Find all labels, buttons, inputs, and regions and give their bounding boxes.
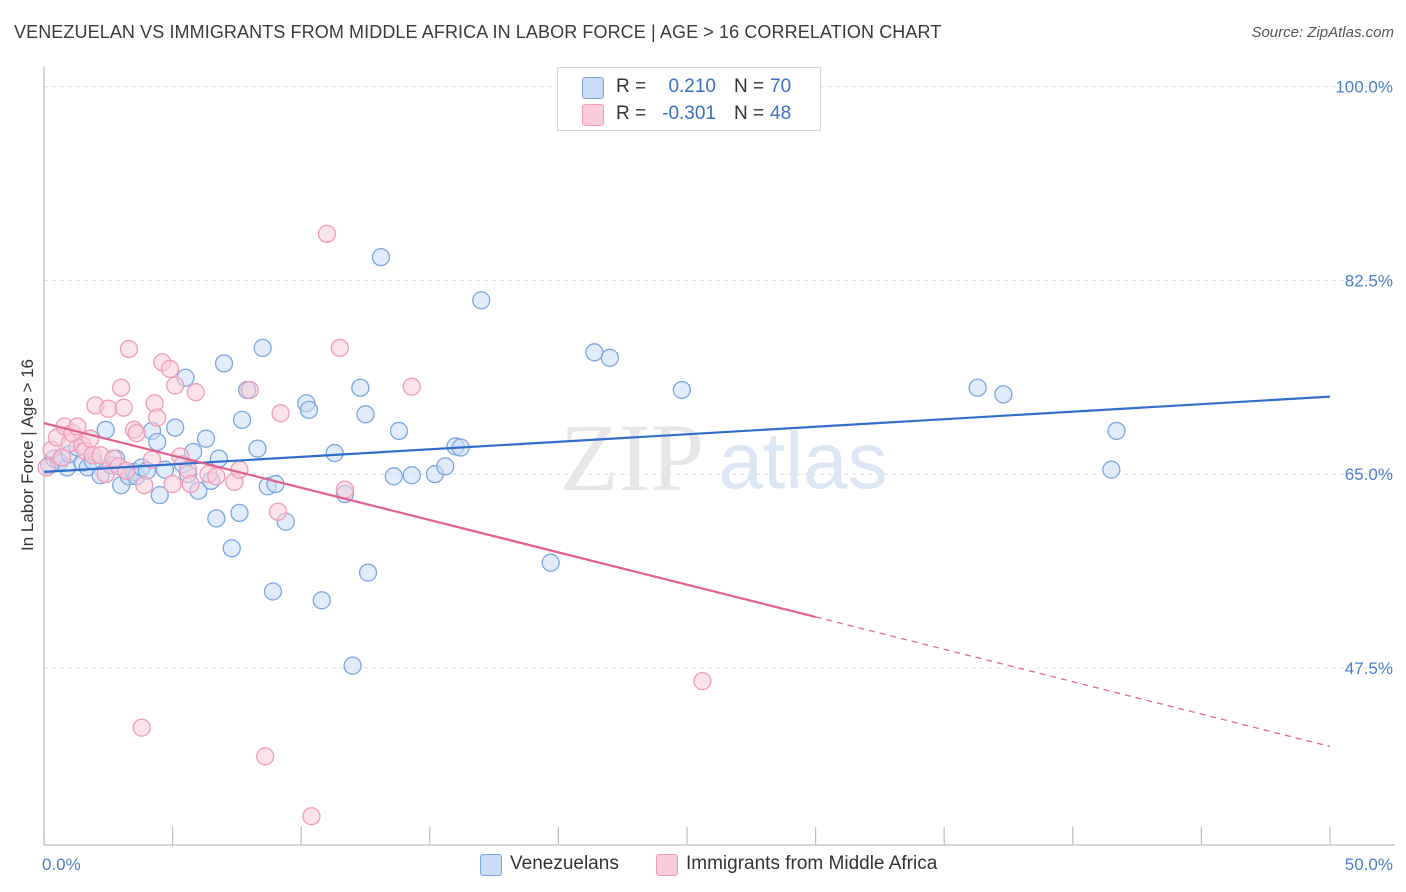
venezuelan-point: [343, 656, 362, 675]
venezuelan-point: [299, 400, 319, 420]
venezuelan-point: [672, 380, 692, 400]
middle-africa-point: [112, 378, 131, 397]
venezuelan-point: [96, 420, 115, 439]
legend-label: Immigrants from Middle Africa: [686, 853, 938, 874]
venezuelan-point: [150, 485, 169, 505]
middle-africa-point: [132, 718, 151, 737]
middle-africa-point: [302, 807, 321, 826]
venezuelan-point: [222, 539, 241, 558]
r-label: R =: [616, 76, 647, 97]
middle-africa-point: [240, 380, 259, 400]
middle-africa-point: [317, 224, 337, 244]
venezuelan-point: [230, 503, 249, 523]
venezuelan-point: [389, 421, 409, 441]
middle-africa-point: [186, 383, 205, 402]
venezuelan-point: [253, 338, 272, 358]
n-label: N =: [734, 103, 765, 124]
middle-africa-point: [160, 359, 180, 379]
venezuelan-point: [148, 432, 167, 452]
venezuelan-point: [472, 291, 491, 310]
venezuelans-legend-swatch: [480, 854, 502, 876]
middle-africa-point: [256, 747, 275, 766]
middle-africa-point: [402, 377, 421, 396]
venezuelan-point: [196, 429, 216, 448]
middle-africa-legend-swatch: [656, 854, 678, 876]
venezuelan-point: [207, 509, 226, 528]
venezuelans-trend-line: [43, 395, 1331, 473]
venezuelan-point: [371, 247, 391, 267]
middle-africa-point: [148, 408, 167, 427]
middle-africa-swatch: [582, 104, 604, 126]
x-tick-label: 50.0%: [1345, 855, 1393, 874]
middle-africa-point: [693, 671, 712, 691]
middle-africa-point: [268, 502, 288, 521]
middle-africa-point: [207, 467, 226, 486]
y-tick-label: 47.5%: [1345, 659, 1393, 678]
venezuelan-point: [232, 410, 252, 430]
r-label: R =: [616, 103, 647, 124]
venezuelans-swatch: [582, 77, 604, 99]
n-value: 48: [770, 103, 792, 124]
middle-africa-point: [135, 476, 154, 495]
middle-africa-point: [52, 448, 72, 467]
y-tick-label: 65.0%: [1345, 465, 1393, 484]
venezuelan-point: [325, 443, 344, 463]
venezuelan-point: [248, 439, 267, 458]
middle-africa-point: [271, 404, 290, 423]
grid-lines: [44, 86, 1395, 669]
venezuelan-point: [541, 553, 560, 572]
tick-labels: 47.5% 65.0% 82.5% 100.0% 0.0% 50.0%: [42, 78, 1393, 874]
legend-label: Venezuelans: [510, 853, 619, 874]
middle-africa-trend-line: [43, 422, 816, 618]
middle-africa-point: [119, 339, 139, 359]
venezuelan-point: [263, 582, 283, 601]
y-tick-label: 100.0%: [1335, 78, 1393, 97]
venezuelan-point: [266, 474, 285, 494]
watermark-atlas: atlas: [719, 416, 888, 505]
venezuelan-point: [585, 343, 604, 362]
source-label: Source: ZipAtlas.com: [1251, 24, 1394, 41]
n-value: 70: [770, 76, 792, 97]
watermark: ZIP atlas: [560, 404, 887, 511]
venezuelan-point: [402, 466, 421, 485]
stats-legend: R = 0.210 N = 70 R = -0.301 N = 48: [557, 67, 821, 131]
n-label: N =: [734, 76, 765, 97]
middle-africa-point: [127, 423, 146, 443]
middle-africa-point: [181, 474, 200, 494]
r-value: 0.210: [668, 76, 716, 97]
trend-lines: [43, 395, 1331, 748]
venezuelan-point: [600, 348, 619, 368]
r-value: -0.301: [662, 103, 716, 124]
middle-africa-point: [99, 399, 118, 418]
venezuelan-point: [214, 354, 234, 373]
venezuelan-point: [1107, 421, 1126, 441]
middle-africa-trend-extension: [815, 616, 1331, 748]
middle-africa-point: [330, 338, 349, 358]
axes: [43, 66, 1395, 846]
venezuelan-point: [1102, 460, 1121, 479]
middle-africa-point: [37, 458, 56, 477]
watermark-zip: ZIP: [560, 404, 704, 511]
middle-africa-point: [163, 474, 182, 494]
middle-africa-point: [166, 376, 185, 395]
data-points: [37, 224, 1126, 826]
middle-africa-point: [117, 461, 136, 480]
venezuelan-point: [994, 385, 1013, 404]
venezuelan-point: [968, 378, 987, 397]
venezuelan-point: [351, 378, 370, 397]
middle-africa-point: [335, 480, 355, 499]
x-tick-label: 0.0%: [42, 855, 81, 874]
y-tick-label: 82.5%: [1345, 271, 1393, 290]
venezuelan-point: [436, 457, 455, 476]
chart-title: VENEZUELAN VS IMMIGRANTS FROM MIDDLE AFR…: [14, 22, 942, 42]
venezuelan-point: [384, 467, 403, 486]
venezuelan-point: [312, 591, 331, 610]
middle-africa-point: [114, 398, 133, 417]
venezuelan-point: [166, 418, 185, 437]
venezuelan-point: [358, 563, 378, 582]
venezuelan-point: [356, 405, 375, 424]
